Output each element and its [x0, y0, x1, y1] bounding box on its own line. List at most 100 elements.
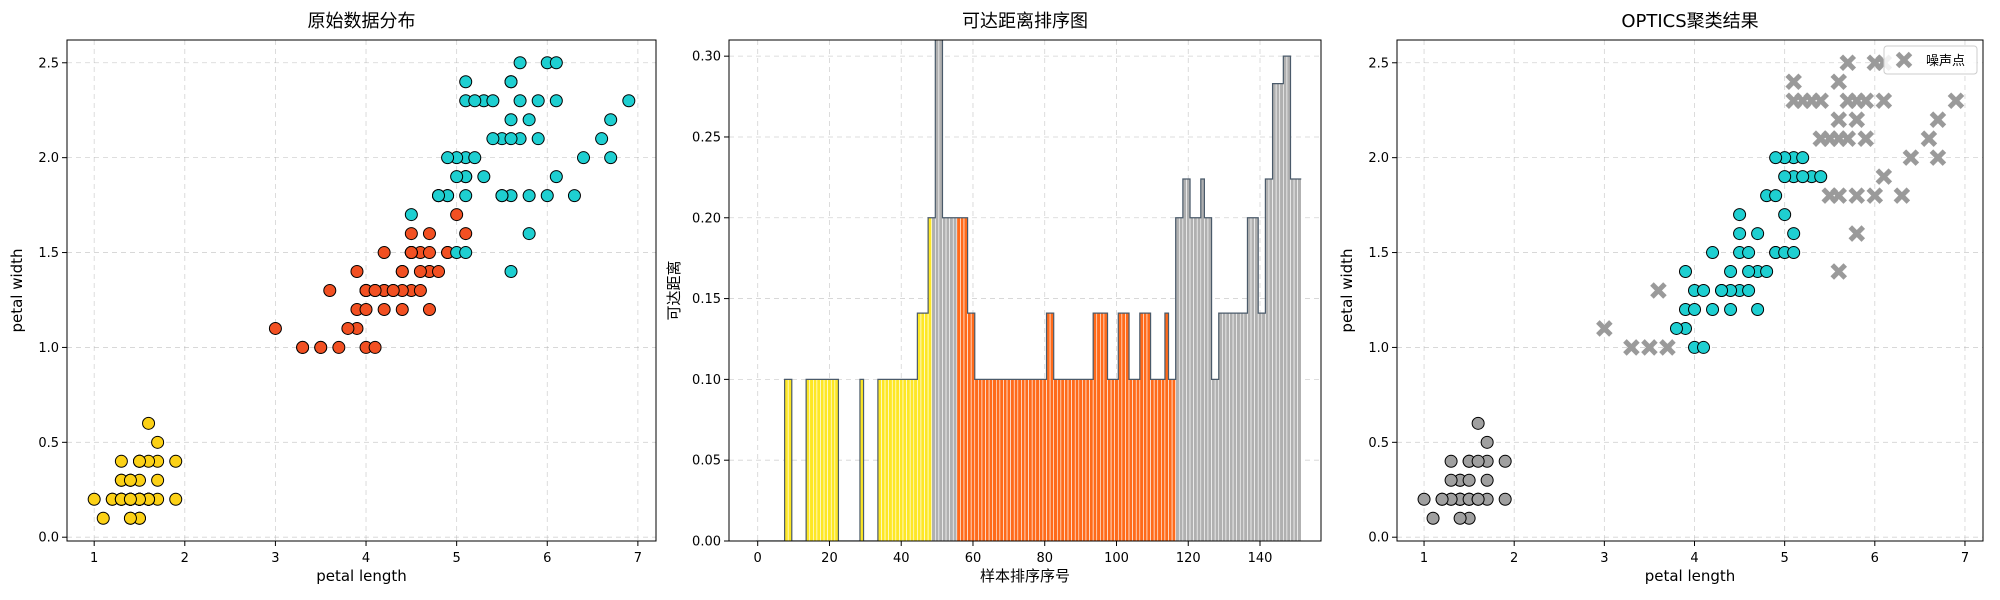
series-virginica — [405, 57, 634, 278]
reachability-bar — [1276, 84, 1280, 541]
data-point — [541, 190, 553, 202]
series-cluster0 — [1418, 417, 1511, 524]
data-point — [550, 171, 562, 183]
data-point — [523, 114, 535, 126]
reachability-bar — [1014, 379, 1018, 541]
data-point — [1499, 493, 1511, 505]
reachability-plot-panel: 0 20 40 60 80 100 120 140 0.00 0.05 0.10 0.15 0.20 0.… — [665, 8, 1321, 585]
data-point — [369, 341, 381, 353]
data-point — [315, 341, 327, 353]
data-point — [605, 114, 617, 126]
reachability-bar — [978, 379, 982, 541]
reachability-bar — [986, 379, 990, 541]
y-tick-label: 0.30 — [692, 50, 721, 65]
reachability-bar — [1240, 313, 1244, 541]
y-axis-label: petal width — [1338, 248, 1356, 332]
reachability-bar — [1222, 313, 1226, 541]
reachability-bar — [1197, 218, 1201, 541]
noise-point — [1823, 189, 1836, 202]
chart-title: 可达距离排序图 — [962, 11, 1088, 32]
reachability-bar — [910, 379, 914, 541]
reachability-bar — [1201, 179, 1205, 541]
data-point — [124, 493, 136, 505]
reachability-bar — [831, 379, 835, 541]
data-point — [269, 322, 281, 334]
reachability-bars — [756, 8, 1301, 541]
data-point — [532, 95, 544, 107]
reachability-bar — [1003, 379, 1007, 541]
reachability-bar — [1194, 218, 1198, 541]
reachability-bar — [1169, 379, 1173, 541]
reachability-bar — [968, 313, 972, 541]
data-point — [414, 266, 426, 278]
data-point — [451, 209, 463, 221]
noise-point — [1832, 265, 1845, 278]
reachability-bar — [824, 379, 828, 541]
y-axis-label: 可达距离 — [665, 260, 683, 320]
data-point — [1463, 474, 1475, 486]
data-point — [1679, 266, 1691, 278]
x-tick-label: 5 — [453, 551, 461, 566]
reachability-bar — [960, 218, 964, 541]
data-point — [623, 95, 635, 107]
reachability-bar — [1097, 313, 1101, 541]
reachability-bar — [1108, 379, 1112, 541]
data-point — [124, 512, 136, 524]
x-tick-label: 80 — [1036, 551, 1053, 566]
x-tick-label: 7 — [634, 551, 642, 566]
data-point — [514, 95, 526, 107]
noise-point — [1832, 132, 1845, 145]
noise-point — [1814, 132, 1827, 145]
reachability-bar — [953, 218, 957, 541]
reachability-bar — [1100, 313, 1104, 541]
reachability-bar — [1283, 56, 1287, 541]
reachability-bar — [1251, 218, 1255, 541]
y-tick-label: 0.25 — [692, 130, 721, 145]
reachability-bar — [1158, 379, 1162, 541]
data-point — [1716, 285, 1728, 297]
reachability-bar — [1036, 379, 1040, 541]
data-point — [1779, 209, 1791, 221]
data-point — [405, 209, 417, 221]
data-point — [351, 266, 363, 278]
reachability-bar — [903, 379, 907, 541]
y-tick-label: 2.0 — [1368, 151, 1389, 166]
reachability-bar — [975, 379, 979, 541]
reachability-bar — [946, 218, 950, 541]
data-point — [378, 247, 390, 259]
reachability-bar — [1021, 379, 1025, 541]
noise-point — [1931, 151, 1944, 164]
reachability-bar — [1298, 179, 1302, 541]
y-tick-label: 2.0 — [38, 151, 59, 166]
data-point — [1734, 209, 1746, 221]
reachability-bar — [1061, 379, 1065, 541]
reachability-bar — [1294, 179, 1298, 541]
data-point — [423, 247, 435, 259]
data-point — [578, 152, 590, 164]
reachability-bar — [1183, 179, 1187, 541]
data-point — [460, 190, 472, 202]
reachability-bar — [820, 379, 824, 541]
noise-point — [1877, 170, 1890, 183]
reachability-bar — [1043, 379, 1047, 541]
reachability-bar — [1233, 313, 1237, 541]
reachability-bar — [1237, 313, 1241, 541]
data-point — [333, 341, 345, 353]
y-axis-label: petal width — [8, 248, 26, 332]
x-tick-label: 0 — [754, 551, 762, 566]
x-tick-label: 1 — [90, 551, 98, 566]
reachability-bar — [1143, 313, 1147, 541]
reachability-bar — [899, 379, 903, 541]
reachability-bar — [1161, 379, 1165, 541]
y-tick-label: 0.0 — [1368, 531, 1389, 546]
reachability-bar — [1064, 379, 1068, 541]
chart-title: 原始数据分布 — [308, 11, 416, 32]
data-point — [514, 57, 526, 69]
plot-area — [88, 57, 635, 524]
plot-area — [756, 8, 1301, 541]
data-point — [1761, 266, 1773, 278]
reachability-bar — [1230, 313, 1234, 541]
data-point — [469, 95, 481, 107]
reachability-bar — [810, 379, 814, 541]
data-point — [378, 303, 390, 315]
